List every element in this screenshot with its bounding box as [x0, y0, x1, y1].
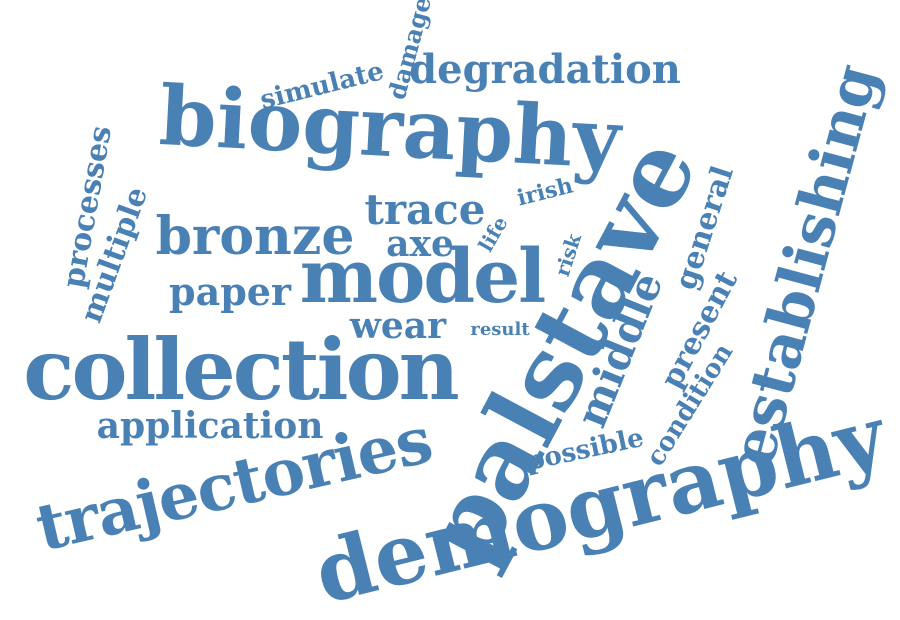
word-application: application [97, 408, 324, 444]
word-axe: axe [386, 226, 454, 262]
word-bronze: bronze [156, 211, 355, 263]
word-result: result [470, 321, 529, 339]
word-wear: wear [350, 308, 446, 344]
word-degradation: degradation [409, 50, 681, 90]
word-paper: paper [169, 273, 291, 311]
